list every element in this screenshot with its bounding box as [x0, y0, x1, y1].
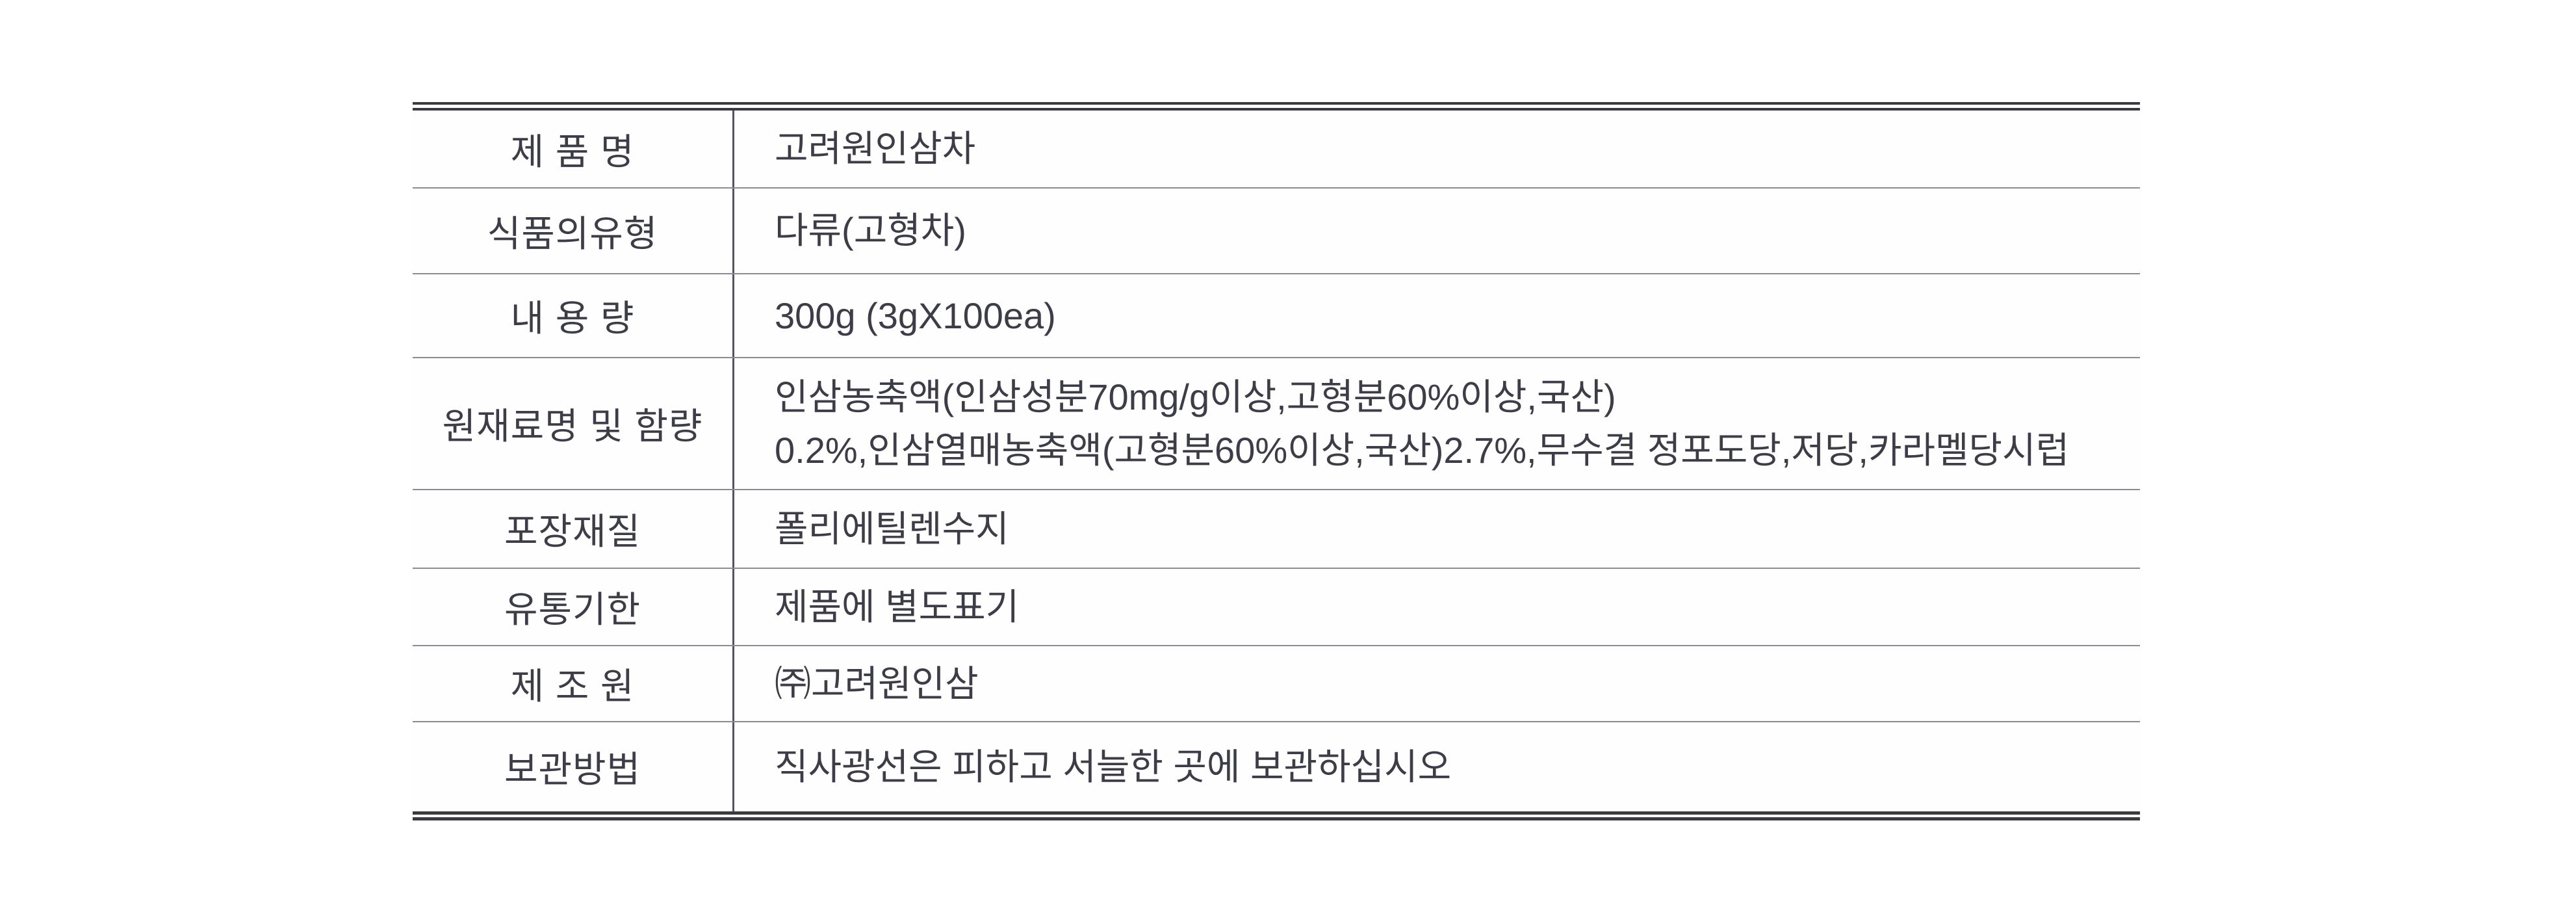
- row-label-net-weight: 내 용 량: [413, 274, 734, 357]
- table-row-food-type: 식품의유형 다류(고형차): [413, 189, 2140, 274]
- row-label-shelf-life: 유통기한: [413, 569, 734, 645]
- table-row-net-weight: 내 용 량 300g (3gX100ea): [413, 274, 2140, 358]
- row-value-product-name: 고려원인삼차: [775, 128, 976, 170]
- row-value-ingredients-line2: 0.2%,인삼열매농축액(고형분60%이상,국산)2.7%,무수결 정포도당,저…: [775, 429, 2070, 471]
- row-label-ingredients: 원재료명 및 함량: [413, 358, 734, 489]
- product-info-table: 제 품 명 고려원인삼차 식품의유형 다류(고형차) 내 용 량 300g (3…: [413, 102, 2140, 820]
- row-value-storage-method: 직사광선은 피하고 서늘한 곳에 보관하십시오: [775, 746, 1452, 787]
- table-row-ingredients: 원재료명 및 함량 인삼농축액(인삼성분70mg/g이상,고형분60%이상,국산…: [413, 358, 2140, 490]
- row-label-food-type: 식품의유형: [413, 189, 734, 273]
- row-label-packaging-material: 포장재질: [413, 490, 734, 568]
- row-value-packaging-material: 폴리에틸렌수지: [775, 508, 1009, 549]
- row-value-ingredients-line1: 인삼농축액(인삼성분70mg/g이상,고형분60%이상,국산): [775, 376, 1616, 418]
- row-value-shelf-life: 제품에 별도표기: [775, 586, 1020, 627]
- row-value-food-type: 다류(고형차): [775, 210, 966, 252]
- row-value-manufacturer: ㈜고려원인삼: [775, 662, 979, 704]
- row-label-product-name: 제 품 명: [413, 111, 734, 187]
- table-row-shelf-life: 유통기한 제품에 별도표기: [413, 569, 2140, 646]
- row-value-net-weight: 300g (3gX100ea): [775, 295, 1056, 336]
- table-row-storage-method: 보관방법 직사광선은 피하고 서늘한 곳에 보관하십시오: [413, 722, 2140, 811]
- row-label-storage-method: 보관방법: [413, 722, 734, 811]
- table-row-manufacturer: 제 조 원 ㈜고려원인삼: [413, 646, 2140, 722]
- row-label-manufacturer: 제 조 원: [413, 646, 734, 721]
- table-row-product-name: 제 품 명 고려원인삼차: [413, 111, 2140, 189]
- table-row-packaging-material: 포장재질 폴리에틸렌수지: [413, 490, 2140, 569]
